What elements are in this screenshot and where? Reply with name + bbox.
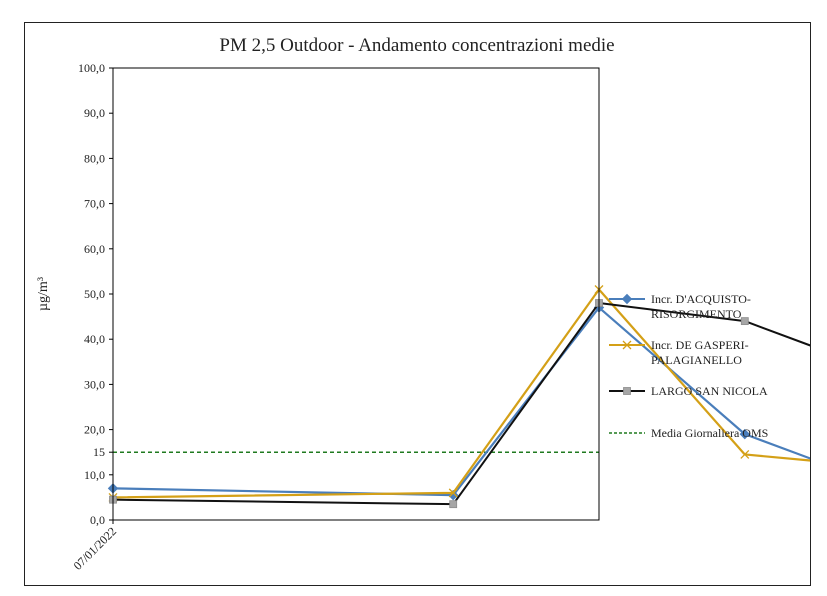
y-axis-label: µg/m³: [36, 277, 51, 311]
legend-label: Incr. D'ACQUISTO-: [651, 292, 751, 306]
series-square: [109, 299, 810, 509]
y-tick-label: 15: [93, 445, 105, 459]
data-point: [448, 488, 458, 498]
legend-marker: [622, 340, 632, 350]
legend-marker: [621, 293, 633, 305]
data-point: [740, 450, 750, 459]
legend-label: LARGO SAN NICOLA: [651, 384, 768, 398]
y-tick-label: 100,0: [78, 61, 105, 75]
legend-label: RISORGIMENTO: [651, 307, 742, 321]
x-tick-label: 07/01/2022: [71, 524, 120, 573]
y-tick-label: 80,0: [84, 151, 105, 165]
legend-label: Media Giornaliera OMS: [651, 426, 768, 440]
legend-item: Incr. D'ACQUISTO-RISORGIMENTO: [609, 292, 751, 321]
y-tick-label: 30,0: [84, 377, 105, 391]
legend-marker: [623, 387, 631, 395]
y-tick-label: 50,0: [84, 287, 105, 301]
legend-label: Incr. DE GASPERI-: [651, 338, 749, 352]
series-line: [112, 288, 810, 499]
y-tick-label: 20,0: [84, 423, 105, 437]
y-tick-label: 0,0: [90, 513, 105, 527]
legend-label: PALAGIANELLO: [651, 353, 742, 367]
data-point: [740, 317, 749, 326]
series-line: [112, 302, 810, 506]
chart-title: PM 2,5 Outdoor - Andamento concentrazion…: [219, 35, 614, 56]
legend-item: LARGO SAN NICOLA: [609, 384, 768, 398]
line-chart: PM 2,5 Outdoor - Andamento concentrazion…: [36, 35, 810, 573]
y-tick-label: 10,0: [84, 468, 105, 482]
y-tick-label: 60,0: [84, 242, 105, 256]
legend-item: Media Giornaliera OMS: [609, 426, 768, 440]
data-point: [449, 500, 458, 509]
y-tick-label: 90,0: [84, 106, 105, 120]
y-tick-label: 40,0: [84, 332, 105, 346]
legend: Incr. D'ACQUISTO-RISORGIMENTO Incr. DE GA…: [609, 292, 768, 440]
y-tick-label: 70,0: [84, 197, 105, 211]
legend-item: Incr. DE GASPERI-PALAGIANELLO: [609, 338, 749, 367]
data-point: [739, 428, 751, 440]
chart-frame: PM 2,5 Outdoor - Andamento concentrazion…: [24, 22, 811, 586]
series-x: [108, 285, 810, 502]
